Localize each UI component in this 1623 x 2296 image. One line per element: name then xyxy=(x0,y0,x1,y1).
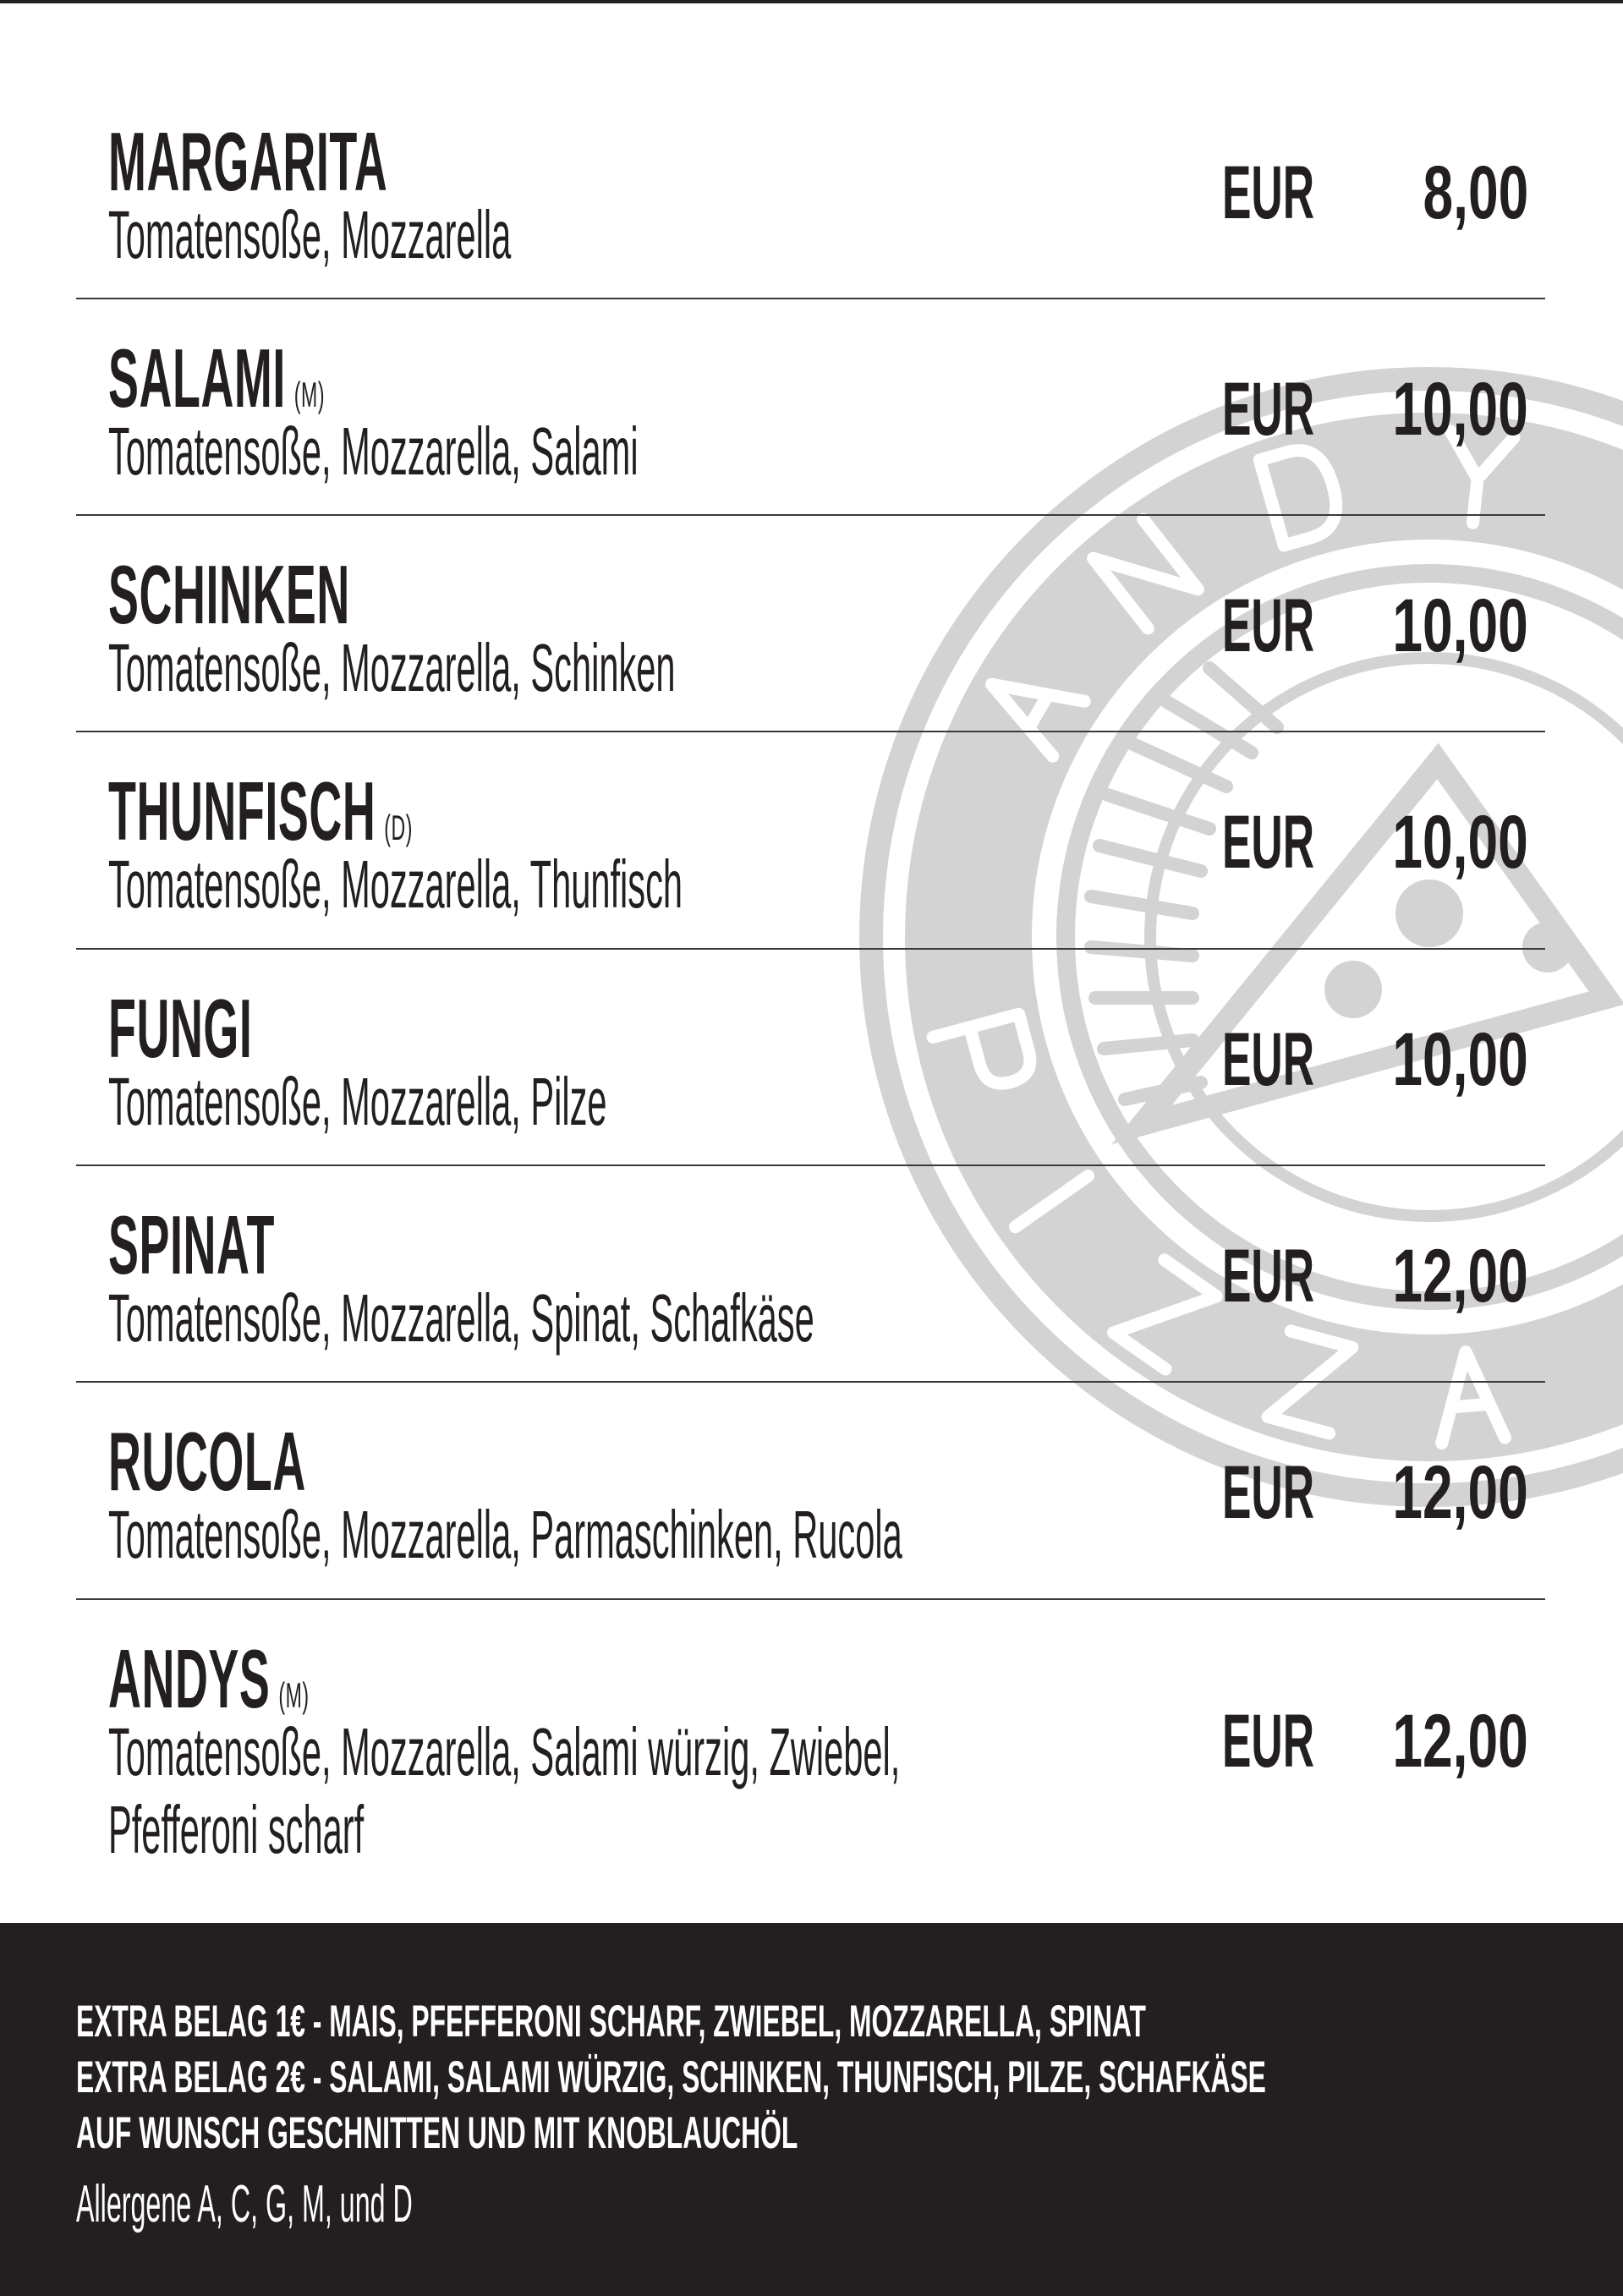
item-price: 10,00 xyxy=(1392,583,1528,667)
row-divider xyxy=(76,298,1545,299)
item-name: SCHINKEN xyxy=(108,553,350,636)
extra-topping-2-line: EXTRA BELAG 2€ - SALAMI, SALAMI WÜRZIG, … xyxy=(76,2052,1266,2102)
item-description: Tomatensoße, Mozzarella, Schinken xyxy=(108,630,676,705)
row-divider xyxy=(76,1164,1545,1166)
item-name-text: RUCOLA xyxy=(108,1415,306,1508)
item-allergen: (M) xyxy=(293,375,326,414)
item-currency: EUR xyxy=(1222,583,1314,667)
item-name: ANDYS (M) xyxy=(108,1637,310,1720)
extra-topping-1-line: EXTRA BELAG 1€ - MAIS, PFEFFERONI SCHARF… xyxy=(76,1997,1146,2047)
item-description: Tomatensoße, Mozzarella, Thunfisch xyxy=(108,847,683,922)
item-name-text: MARGARITA xyxy=(108,115,388,208)
item-price: 12,00 xyxy=(1392,1233,1528,1318)
item-description: Tomatensoße, Mozzarella xyxy=(108,197,512,272)
item-name-text: FUNGI xyxy=(108,982,253,1075)
item-price: 10,00 xyxy=(1392,1016,1528,1101)
item-price: 10,00 xyxy=(1392,799,1528,884)
item-name-text: SCHINKEN xyxy=(108,548,350,641)
item-currency: EUR xyxy=(1222,1698,1314,1783)
item-currency: EUR xyxy=(1222,366,1314,451)
menu-item: SALAMI (M) Tomatensoße, Mozzarella, Salami… xyxy=(0,298,1623,514)
item-name-text: THUNFISCH xyxy=(108,764,376,858)
item-currency: EUR xyxy=(1222,1016,1314,1101)
item-price: 12,00 xyxy=(1392,1698,1528,1783)
item-name-text: SALAMI xyxy=(108,332,286,425)
menu-item: ANDYS (M) Tomatensoße, Mozzarella, Salami … xyxy=(0,1598,1623,1867)
item-currency: EUR xyxy=(1222,1233,1314,1318)
item-price: 8,00 xyxy=(1423,150,1528,234)
item-currency: EUR xyxy=(1222,1449,1314,1534)
row-divider xyxy=(76,1598,1545,1600)
row-divider xyxy=(76,1381,1545,1383)
item-currency: EUR xyxy=(1222,799,1314,884)
item-name: THUNFISCH (D) xyxy=(108,770,413,852)
top-border xyxy=(0,0,1623,3)
item-name: SALAMI (M) xyxy=(108,337,325,419)
item-name: SPINAT xyxy=(108,1203,275,1286)
item-description: Tomatensoße, Mozzarella, Salami xyxy=(108,414,639,489)
item-currency: EUR xyxy=(1222,150,1314,234)
item-price: 10,00 xyxy=(1392,366,1528,451)
item-description: Tomatensoße, Mozzarella, Parmaschinken, … xyxy=(108,1497,902,1572)
menu-item: FUNGI Tomatensoße, Mozzarella, Pilze EUR 10… xyxy=(0,948,1623,1164)
item-name: FUNGI xyxy=(108,987,252,1070)
menu-item: SCHINKEN Tomatensoße, Mozzarella, Schinke… xyxy=(0,514,1623,731)
item-allergen: (D) xyxy=(384,808,413,847)
row-divider xyxy=(76,514,1545,516)
options-line: AUF WUNSCH GESCHNITTEN UND MIT KNOBLAUCH… xyxy=(76,2108,798,2158)
item-description: Tomatensoße, Mozzarella, Spinat, Schafkä… xyxy=(108,1280,814,1356)
menu-item: MARGARITA Tomatensoße, Mozzarella EUR 8,00 xyxy=(0,81,1623,298)
footer-panel: EXTRA BELAG 1€ - MAIS, PFEFFERONI SCHARF… xyxy=(0,1923,1623,2296)
item-allergen: (M) xyxy=(278,1675,310,1715)
item-description: Tomatensoße, Mozzarella, Pilze xyxy=(108,1064,607,1139)
item-name: MARGARITA xyxy=(108,120,387,203)
menu-item: THUNFISCH (D) Tomatensoße, Mozzarella, Thu… xyxy=(0,731,1623,947)
item-description: Tomatensoße, Mozzarella, Salami würzig, … xyxy=(108,1714,901,1867)
row-divider xyxy=(76,948,1545,950)
item-name: RUCOLA xyxy=(108,1420,306,1503)
item-name-text: SPINAT xyxy=(108,1198,275,1291)
allergens-note: Allergene A, C, G, M, und D xyxy=(76,2175,413,2233)
menu-item: SPINAT Tomatensoße, Mozzarella, Spinat, S… xyxy=(0,1164,1623,1381)
item-name-text: ANDYS xyxy=(108,1632,271,1725)
menu-item: RUCOLA Tomatensoße, Mozzarella, Parmaschi… xyxy=(0,1381,1623,1597)
item-price: 12,00 xyxy=(1392,1449,1528,1534)
row-divider xyxy=(76,731,1545,732)
